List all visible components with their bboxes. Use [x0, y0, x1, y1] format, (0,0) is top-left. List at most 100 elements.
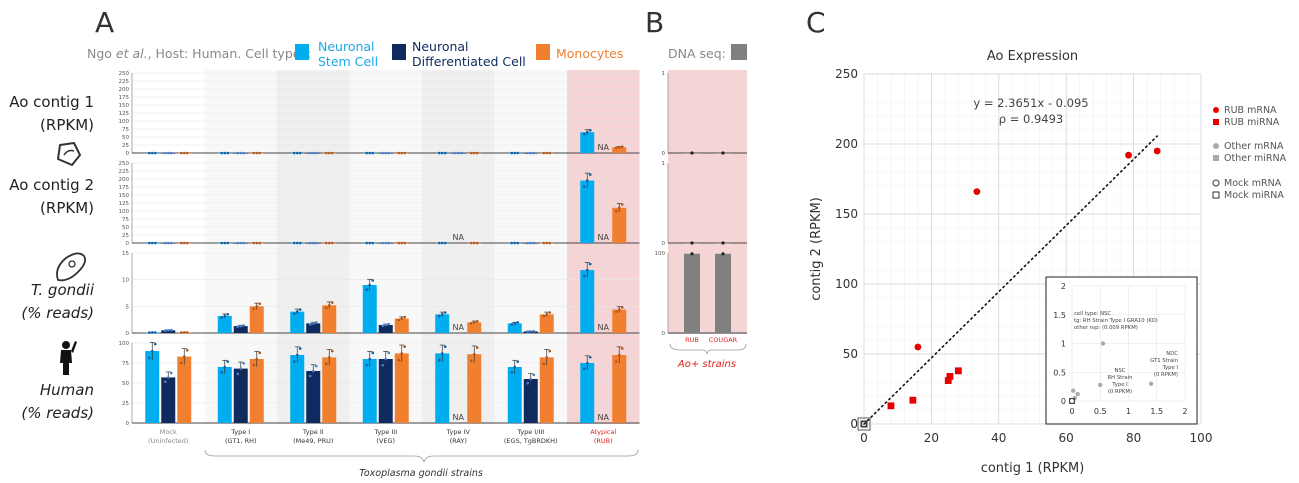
replicate-dot: [182, 151, 186, 155]
group-label-line2: (VEG): [376, 437, 395, 445]
replicate-dot: [403, 151, 407, 155]
replicate-dot: [258, 151, 262, 155]
replicate-dot: [582, 367, 586, 371]
replicate-dot: [545, 313, 549, 316]
replicate-dot: [384, 323, 388, 327]
bar: [467, 354, 482, 423]
group-label-line1: Type II: [302, 428, 324, 436]
inset-point: [1075, 391, 1080, 397]
legend-swatch-dna: [731, 44, 747, 60]
replicate-dot: [617, 308, 621, 311]
inset-y-tick: 1: [1061, 340, 1066, 349]
group-label-line1: Type III: [373, 428, 397, 436]
x-axis-label: contig 1 (RPKM): [981, 461, 1085, 476]
replicate-dot: [295, 310, 299, 313]
legend-mono-label: Monocytes: [556, 46, 623, 61]
replicate-dot: [516, 241, 520, 245]
replicate-dot: [516, 151, 520, 155]
scatter-point: [946, 373, 954, 380]
group-label-line2: (GT1, RH): [225, 437, 257, 445]
bar: [177, 356, 192, 423]
replicate-dot: [166, 151, 170, 155]
replicate-dot: [472, 151, 476, 155]
replicate-dot: [295, 151, 299, 155]
bar: [362, 285, 377, 333]
y-tick-label: 0: [126, 241, 130, 247]
replicate-dot: [548, 151, 552, 155]
replicate-dot: [403, 345, 407, 349]
replicate-dot: [400, 317, 404, 320]
y-tick-label: 250: [119, 161, 130, 167]
legend-label: Mock mRNA: [1224, 178, 1282, 189]
replicate-dot: [169, 151, 173, 155]
replicate-dot: [236, 151, 240, 155]
replicate-dot: [529, 377, 533, 381]
na-label: NA: [453, 323, 465, 332]
legend-nsc-line2: Stem Cell: [318, 54, 378, 69]
replicate-dot: [545, 356, 549, 359]
bar: [394, 353, 409, 423]
replicate-dot: [690, 252, 694, 256]
replicate-dot: [330, 151, 334, 155]
replicate-dot: [532, 151, 536, 155]
replicate-dot: [324, 241, 328, 245]
bar: [378, 325, 393, 333]
y-tick-label: 0: [850, 417, 858, 431]
y-tick-label: 75: [122, 127, 129, 133]
group-background-1: [132, 70, 205, 424]
replicate-dot: [311, 322, 315, 325]
replicate-dot: [529, 151, 533, 155]
replicate-dot: [532, 373, 536, 377]
replicate-dot: [542, 314, 546, 318]
replicate-dot: [150, 349, 154, 353]
y-tick-label: 0: [662, 331, 666, 337]
y-tick-label: 200: [119, 87, 130, 93]
replicate-dot: [311, 151, 315, 155]
replicate-dot: [308, 241, 312, 245]
replicate-dot: [440, 352, 444, 355]
replicate-dot: [588, 173, 592, 176]
bar: [435, 314, 450, 333]
inset-frame: [1045, 276, 1198, 425]
x-tick-label: 40: [991, 431, 1006, 445]
y-tick-label: 50: [122, 225, 129, 231]
replicate-dot: [314, 241, 318, 245]
replicate-dot: [456, 151, 460, 155]
replicate-dot: [330, 241, 334, 245]
replicate-dot: [453, 151, 457, 155]
replicate-dot: [163, 380, 167, 384]
y-tick-label: 1: [662, 71, 666, 77]
legend-a-etal: et al.: [116, 46, 148, 61]
replicate-dot: [166, 376, 170, 379]
inset-point: [1069, 398, 1075, 404]
replicate-dot: [472, 352, 476, 356]
replicate-dot: [443, 311, 447, 314]
b-group-label: RUB: [685, 336, 699, 344]
b-brace: [669, 343, 747, 355]
replicate-dot: [153, 241, 157, 245]
replicate-dot: [585, 361, 589, 365]
bar: [507, 323, 522, 333]
inset-point: [1098, 382, 1103, 388]
y-tick-label: 15: [122, 251, 129, 257]
replicate-dot: [510, 241, 514, 245]
replicate-dot: [472, 241, 476, 245]
group-label-line1: Atypical: [590, 428, 616, 436]
replicate-dot: [510, 151, 514, 155]
replicate-dot: [529, 330, 533, 333]
replicate-dot: [469, 151, 473, 155]
replicate-dot: [510, 371, 514, 374]
bar: [306, 371, 321, 423]
y-tick-label: 25: [122, 233, 129, 239]
replicate-dot: [223, 241, 227, 245]
replicate-dot: [185, 348, 189, 352]
replicate-dot: [381, 363, 385, 367]
y-tick-label: 50: [122, 135, 129, 141]
y-tick-label: 150: [835, 207, 858, 221]
legend-label: RUB miRNA: [1224, 117, 1280, 128]
replicate-dot: [532, 241, 536, 245]
zoom-box: [857, 417, 871, 431]
replicate-dot: [690, 151, 694, 155]
y-tick-label: 100: [119, 119, 130, 125]
inset-note-line: other rep: (0.009 RPKM): [1074, 325, 1138, 331]
